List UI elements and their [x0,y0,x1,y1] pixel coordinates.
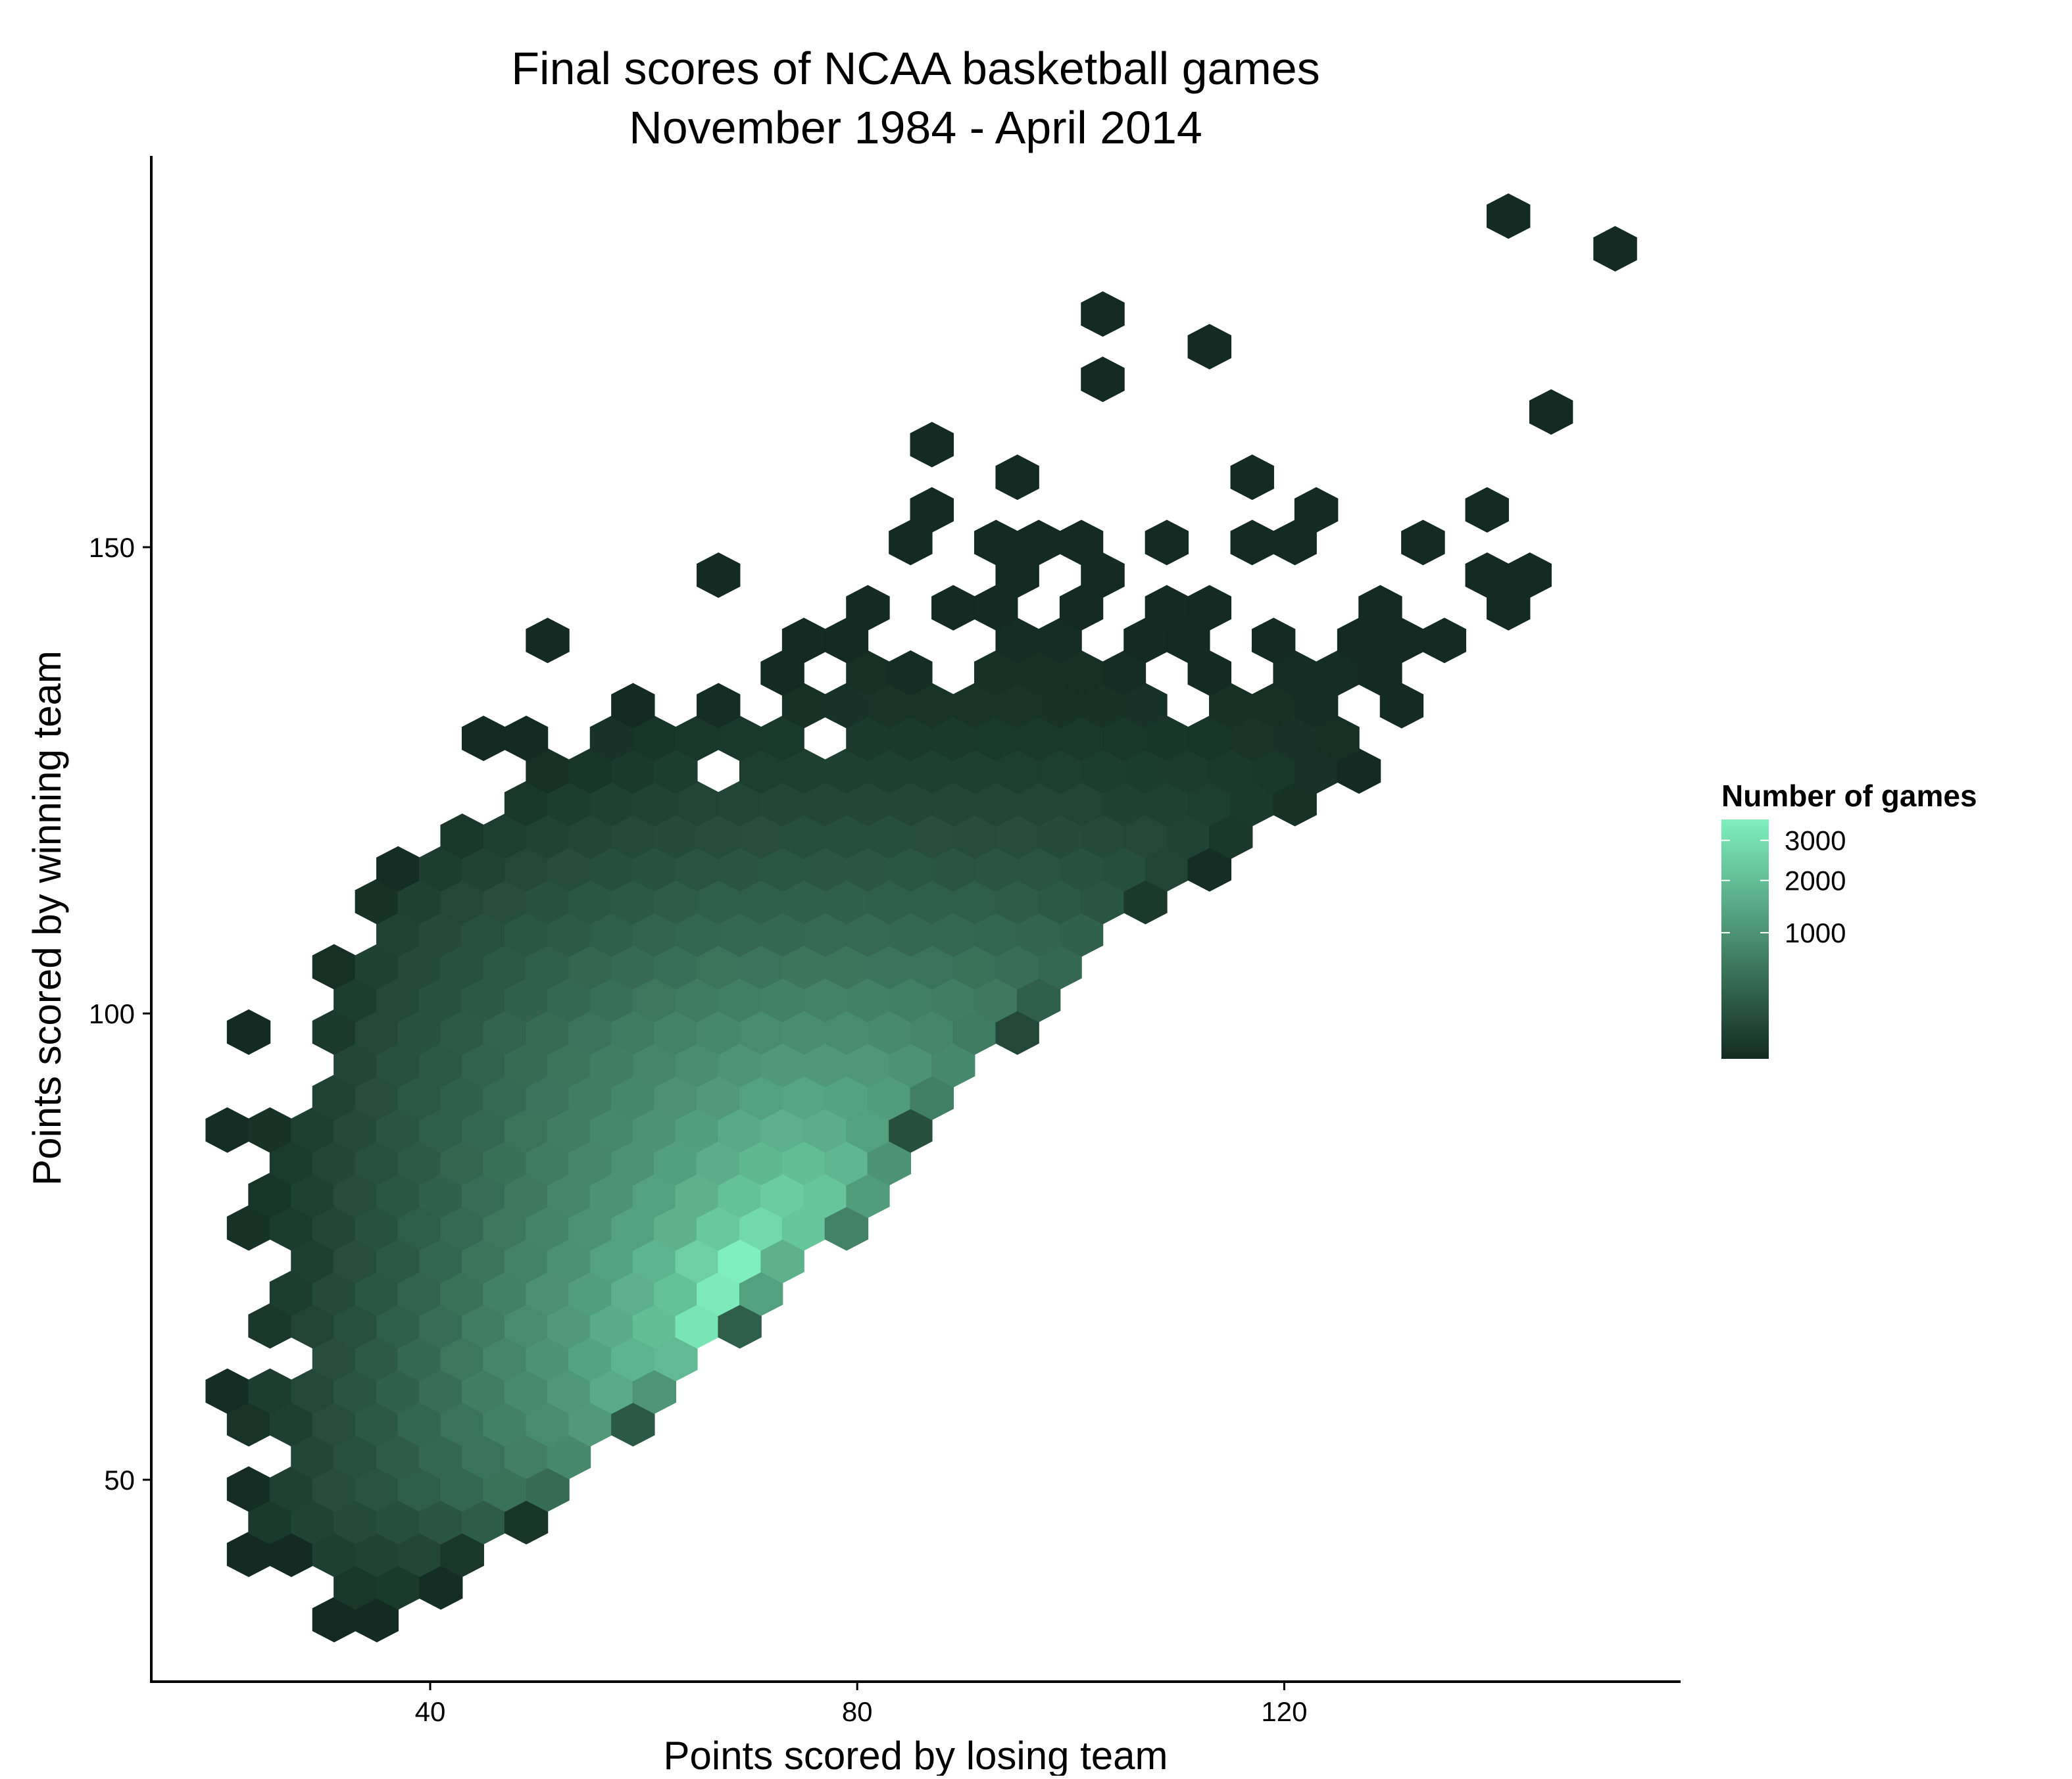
hex-bin [1358,585,1402,631]
hex-bin [1187,585,1232,631]
y-tick-label: 100 [89,998,135,1029]
hex-bin [611,683,655,729]
hex-bin [846,585,890,631]
legend-colorbar [1721,819,1769,1059]
hex-bin [1487,193,1531,239]
hexbin-layer [205,193,1637,1643]
x-axis-title: Points scored by losing team [663,1734,1168,1776]
chart-subtitle: November 1984 - April 2014 [629,102,1202,153]
hex-bin [931,585,975,631]
hex-bin [504,716,549,762]
chart-title-group: Final scores of NCAA basketball games No… [511,43,1320,153]
hex-bin [995,454,1039,500]
hex-bin [1081,291,1125,337]
hex-bin [1059,520,1104,566]
legend-title: Number of games [1721,779,1977,813]
color-legend: Number of games 1000 2000 3000 [1721,779,1977,1059]
hex-bin [910,422,954,468]
hex-bin [1401,520,1445,566]
legend-ticks: 1000 2000 3000 [1721,825,1846,948]
axes [150,156,1681,1683]
hex-bin [226,1009,271,1055]
hex-bin [1230,454,1274,500]
legend-tick-label: 1000 [1785,917,1846,948]
x-tick-label: 40 [415,1696,446,1727]
hex-bin [889,650,933,696]
hex-bin [1593,226,1637,272]
hex-bin [1081,356,1125,402]
hex-bin [1251,618,1296,664]
hex-bin [1145,520,1189,566]
hex-bin [1465,487,1509,533]
chart-title: Final scores of NCAA basketball games [511,43,1320,94]
hex-bin [1422,618,1467,664]
x-axis-ticks: 40 80 120 [415,1682,1307,1727]
hex-bin [1294,487,1339,533]
x-tick-label: 120 [1261,1696,1307,1727]
hex-bin [461,716,506,762]
hex-bin [697,683,741,729]
y-axis-ticks: 50 100 150 [89,532,151,1496]
x-tick-label: 80 [842,1696,873,1727]
hex-bin [910,487,954,533]
hex-bin [1187,324,1232,370]
legend-tick-label: 2000 [1785,865,1846,896]
y-tick-label: 150 [89,532,135,563]
hex-bin [697,552,741,598]
y-axis-title: Points scored by winning team [25,650,69,1186]
hex-bin [205,1107,249,1153]
y-tick-label: 50 [104,1465,135,1496]
legend-tick-label: 3000 [1785,825,1846,856]
hex-bin [526,618,570,664]
hex-bin [1529,389,1573,435]
hex-bin [1230,520,1274,566]
hex-bin [1508,552,1552,598]
